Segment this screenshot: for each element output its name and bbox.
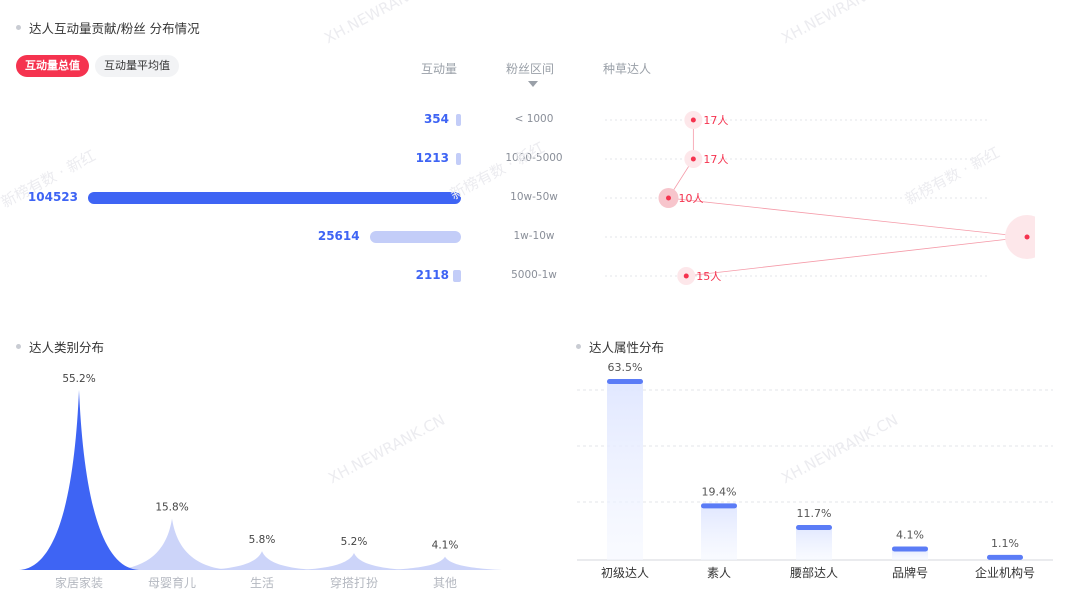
fans-range-label: 5000-1w — [511, 269, 557, 281]
category-axis-label: 穿搭打扮 — [330, 575, 378, 590]
attribute-percent-label: 11.7% — [797, 507, 832, 520]
kol-trend-line — [667, 120, 1028, 277]
kol-point[interactable] — [1024, 234, 1030, 240]
category-area-peak[interactable] — [207, 551, 317, 570]
watermark: XH.NEWRANK.CN — [321, 0, 444, 48]
category-axis-label: 生活 — [250, 576, 274, 590]
category-percent-label: 55.2% — [62, 373, 95, 385]
interaction-bar[interactable] — [453, 270, 461, 282]
tab-interaction-average[interactable]: 互动量平均值 — [95, 55, 179, 77]
attribute-bar-cap — [701, 503, 737, 509]
category-axis-label: 其他 — [433, 576, 457, 590]
section-title-text: 达人互动量贡献/粉丝 分布情况 — [29, 21, 200, 36]
fans-range-label: < 1000 — [514, 113, 554, 125]
kol-count-label: 15人 — [696, 270, 721, 283]
kol-point[interactable] — [690, 117, 696, 123]
attribute-bar-cap — [796, 525, 832, 531]
category-area-peak[interactable] — [388, 556, 502, 570]
bullet-dot — [16, 344, 21, 349]
attribute-bar-cap — [987, 554, 1023, 560]
category-axis-label: 母婴育儿 — [148, 575, 196, 590]
interaction-bar[interactable] — [456, 153, 461, 165]
attribute-bar[interactable] — [892, 548, 928, 560]
attribute-percent-label: 1.1% — [991, 537, 1019, 550]
kol-point-halo — [1005, 215, 1035, 259]
fans-range-label: 1w-10w — [513, 230, 555, 242]
category-area-peak[interactable] — [112, 518, 232, 570]
category-percent-label: 5.2% — [341, 536, 368, 548]
kol-point[interactable] — [690, 156, 696, 162]
bullet-dot — [576, 344, 581, 349]
kol-count-label: 17人 — [703, 153, 728, 166]
tab-interaction-total[interactable]: 互动量总值 — [16, 55, 89, 77]
category-axis-label: 家居家装 — [55, 575, 103, 590]
attribute-axis-label: 企业机构号 — [975, 565, 1035, 580]
section-title-contribution: 达人互动量贡献/粉丝 分布情况 — [16, 18, 200, 37]
kol-point[interactable] — [683, 273, 689, 279]
category-area-peak[interactable] — [19, 390, 139, 570]
category-percent-label: 4.1% — [432, 540, 459, 552]
section-title-category: 达人类别分布 — [16, 337, 104, 356]
attribute-percent-label: 63.5% — [608, 361, 643, 374]
attribute-axis-label: 腰部达人 — [790, 565, 838, 580]
interaction-bar[interactable] — [88, 192, 461, 204]
section-title-attribute: 达人属性分布 — [576, 337, 664, 356]
category-percent-label: 5.8% — [249, 534, 276, 546]
attribute-percent-label: 4.1% — [896, 528, 924, 541]
interaction-value-label: 25614 — [317, 229, 360, 243]
watermark: XH.NEWRANK.CN — [778, 0, 901, 48]
column-header-fans-range[interactable]: 粉丝区间 — [506, 62, 555, 76]
kol-point[interactable] — [666, 195, 671, 201]
metric-tabs: 互动量总值 互动量平均值 — [16, 55, 179, 77]
section-title-text: 达人属性分布 — [589, 340, 665, 355]
fans-range-label: 1000-5000 — [505, 152, 563, 164]
column-header-interaction: 互动量 — [421, 62, 458, 76]
category-area-peak[interactable] — [299, 553, 409, 570]
attribute-bar[interactable] — [701, 505, 737, 560]
sort-desc-icon[interactable] — [528, 81, 538, 87]
column-header-kols: 种草达人 — [603, 62, 652, 76]
attribute-bar-cap — [607, 379, 643, 384]
interaction-bar[interactable] — [369, 231, 461, 243]
kol-count-label: 10人 — [679, 192, 704, 205]
kol-count-label: 17人 — [703, 114, 728, 127]
interaction-value-label: 104523 — [27, 190, 78, 204]
bullet-dot — [16, 25, 21, 30]
section-title-text: 达人类别分布 — [29, 340, 105, 355]
attribute-axis-label: 初级达人 — [601, 566, 649, 580]
attribute-axis-label: 素人 — [707, 566, 731, 580]
interaction-value-label: 354 — [423, 112, 449, 126]
attribute-bar[interactable] — [796, 527, 832, 560]
attribute-percent-label: 19.4% — [702, 485, 737, 498]
interaction-bar[interactable] — [456, 114, 461, 126]
attribute-bar-cap — [892, 546, 928, 552]
attribute-bar[interactable] — [607, 381, 643, 560]
kol-count-chart: 17人17人10人111人15人 — [605, 111, 1035, 285]
attribute-axis-label: 品牌号 — [892, 566, 928, 580]
category-area-chart: 55.2% 家居家装 15.8% 母婴育儿 5.8% 生活 5.2% 穿搭打扮 4.1% 其他 — [19, 373, 502, 590]
attribute-bar-chart: 63.5% 初级达人 19.4% 素人 11.7% 腰部达人 4.1% 品牌号 1.1% 企业机构… — [577, 361, 1053, 580]
fans-range-label: 10w-50w — [510, 191, 558, 203]
interaction-value-label: 2118 — [415, 268, 449, 282]
interaction-value-label: 1213 — [415, 151, 449, 165]
category-percent-label: 15.8% — [155, 501, 188, 513]
